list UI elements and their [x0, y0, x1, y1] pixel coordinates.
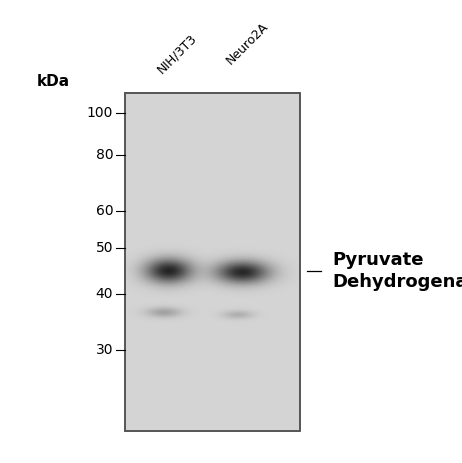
Bar [125, 93, 300, 431]
Text: 80: 80 [96, 148, 113, 162]
Text: 40: 40 [96, 287, 113, 301]
Text: 100: 100 [87, 106, 113, 120]
Text: 60: 60 [96, 204, 113, 218]
Text: 30: 30 [96, 343, 113, 357]
Bar [125, 93, 300, 431]
Text: Pyruvate
Dehydrogenase: Pyruvate Dehydrogenase [333, 251, 462, 291]
Text: 50: 50 [96, 241, 113, 255]
Text: NIH/3T3: NIH/3T3 [155, 32, 200, 76]
Text: Neuro2A: Neuro2A [224, 20, 271, 67]
Text: kDa: kDa [37, 74, 70, 88]
